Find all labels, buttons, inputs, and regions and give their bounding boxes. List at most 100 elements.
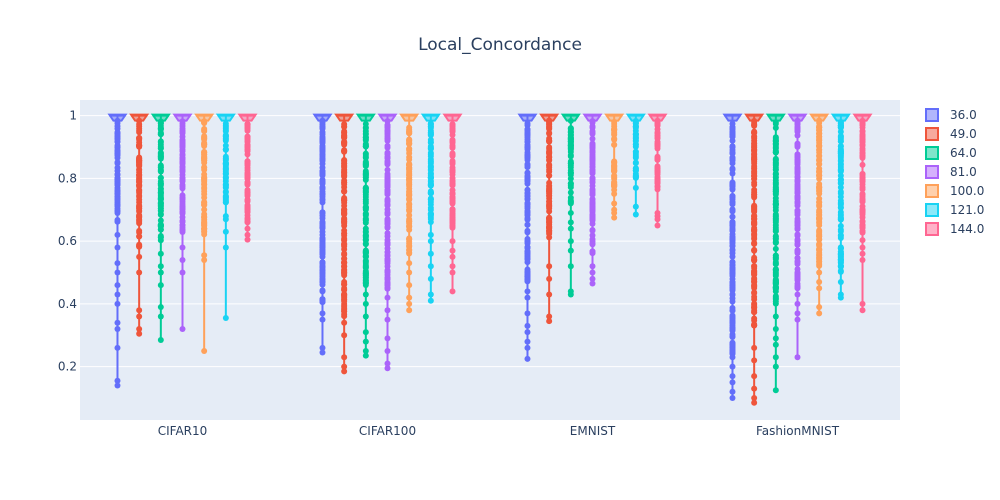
outlier-point (406, 212, 413, 219)
min-point (816, 310, 823, 317)
outlier-point (567, 263, 574, 270)
outlier-point (794, 199, 801, 206)
outlier-point (319, 151, 326, 158)
outlier-point (772, 179, 779, 186)
outlier-point (524, 269, 531, 276)
min-point (319, 349, 326, 356)
outlier-point (772, 294, 779, 301)
legend-item-144-0[interactable]: 144.0 (925, 222, 984, 236)
outlier-point (157, 217, 164, 224)
outlier-point (362, 158, 369, 165)
outlier-point (341, 123, 348, 130)
outlier-point (114, 164, 121, 171)
outlier-point (201, 154, 208, 161)
outlier-point (319, 344, 326, 351)
min-point (179, 326, 186, 333)
outlier-point (729, 363, 736, 370)
outlier-point (319, 185, 326, 192)
outlier-point (406, 201, 413, 208)
outlier-point (632, 137, 639, 144)
legend-item-36-0[interactable]: 36.0 (925, 108, 977, 122)
outlier-point (859, 197, 866, 204)
outlier-point (136, 313, 143, 320)
min-point (837, 294, 844, 301)
y-axis: 0.2 0.4 0.6 0.8 1 (58, 109, 77, 374)
outlier-point (816, 149, 823, 156)
box-64-0-CIFAR10 (150, 113, 171, 343)
outlier-point (524, 151, 531, 158)
y-tick-label: 0.4 (58, 297, 77, 311)
outlier-point (751, 264, 758, 271)
outlier-point (859, 152, 866, 159)
outlier-point (611, 135, 618, 142)
outlier-point (794, 249, 801, 256)
outlier-point (546, 186, 553, 193)
outlier-point (729, 298, 736, 305)
outlier-point (201, 135, 208, 142)
outlier-point (319, 119, 326, 126)
outlier-point (611, 206, 618, 213)
outlier-point (859, 257, 866, 263)
outlier-point (244, 171, 251, 178)
outlier-point (589, 220, 596, 227)
outlier-point (589, 240, 596, 247)
outlier-point (729, 346, 736, 353)
outlier-point (524, 134, 531, 141)
min-point (244, 236, 251, 243)
outlier-point (449, 197, 456, 204)
outlier-point (772, 313, 779, 320)
outlier-point (244, 143, 251, 150)
legend-item-121-0[interactable]: 121.0 (925, 203, 984, 217)
legend-item-81-0[interactable]: 81.0 (925, 165, 977, 179)
outlier-point (427, 181, 434, 188)
box-36-0-CIFAR10 (107, 113, 128, 389)
outlier-point (136, 202, 143, 209)
outlier-point (751, 271, 758, 278)
outlier-point (179, 154, 186, 161)
outlier-point (427, 130, 434, 137)
outlier-point (341, 218, 348, 225)
min-point (427, 297, 434, 304)
outlier-point (406, 300, 413, 307)
outlier-point (729, 137, 736, 144)
outlier-point (319, 250, 326, 257)
outlier-point (567, 194, 574, 201)
outlier-point (244, 219, 251, 226)
outlier-point (201, 219, 208, 226)
box-100-0-FashionMNIST (809, 113, 830, 317)
outlier-point (524, 169, 531, 176)
outlier-point (201, 176, 208, 183)
outlier-point (114, 244, 121, 251)
outlier-point (244, 203, 251, 210)
outlier-point (114, 319, 121, 326)
outlier-point (859, 218, 866, 225)
outlier-point (114, 291, 121, 298)
outlier-point (816, 130, 823, 137)
legend-item-64-0[interactable]: 64.0 (925, 146, 977, 160)
outlier-point (794, 283, 801, 290)
outlier-point (794, 207, 801, 214)
outlier-point (772, 213, 779, 220)
outlier-point (114, 209, 121, 216)
outlier-point (157, 250, 164, 257)
legend-item-100-0[interactable]: 100.0 (925, 184, 984, 198)
outlier-point (406, 238, 413, 245)
outlier-point (406, 161, 413, 168)
outlier-point (341, 147, 348, 154)
legend[interactable]: 36.0 49.0 64.0 81.0 100.0 121.0 144.0 (925, 108, 984, 236)
outlier-point (859, 237, 866, 244)
outlier-point (362, 189, 369, 196)
outlier-point (136, 178, 143, 185)
outlier-point (772, 170, 779, 177)
outlier-point (772, 235, 779, 242)
outlier-point (319, 288, 326, 295)
outlier-point (384, 233, 391, 240)
outlier-point (751, 191, 758, 198)
outlier-point (427, 263, 434, 270)
chart-title: Local_Concordance (418, 35, 582, 55)
outlier-point (751, 385, 758, 392)
legend-item-49-0[interactable]: 49.0 (925, 127, 977, 141)
legend-swatch (925, 108, 939, 122)
outlier-point (772, 266, 779, 273)
legend-swatch (925, 184, 939, 198)
